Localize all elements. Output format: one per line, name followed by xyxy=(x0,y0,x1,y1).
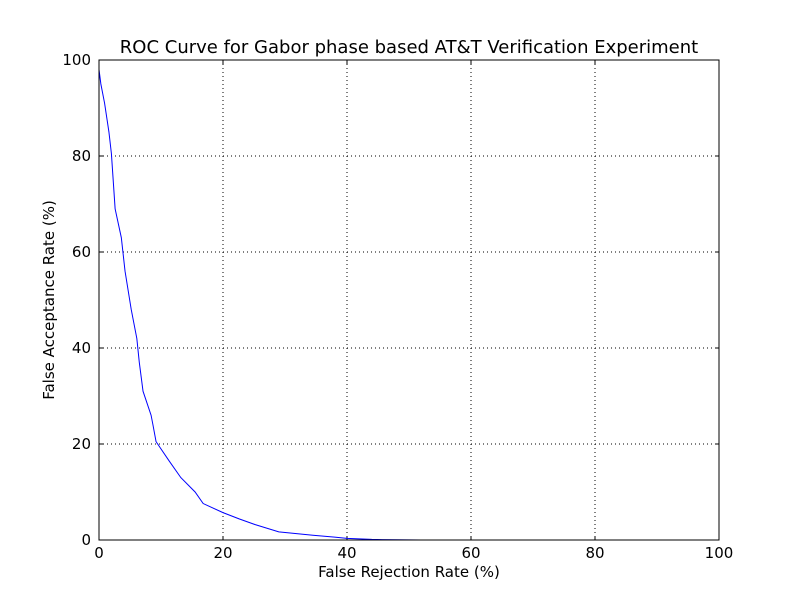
y-tick-label: 40 xyxy=(72,339,91,357)
plot-frame xyxy=(98,59,720,541)
roc-curve-line xyxy=(98,69,422,541)
y-tick-label: 20 xyxy=(72,435,91,453)
tick-labels: 0 20 40 60 80 100 0 20 40 60 80 100 xyxy=(62,51,733,562)
x-tick-label: 0 xyxy=(94,544,104,562)
y-tick-label: 80 xyxy=(72,147,91,165)
x-tick-label: 100 xyxy=(705,544,734,562)
x-axis-label: False Rejection Rate (%) xyxy=(318,563,500,581)
chart-title: ROC Curve for Gabor phase based AT&T Ver… xyxy=(120,37,698,58)
x-tick-label: 60 xyxy=(461,544,480,562)
grid-lines xyxy=(99,60,719,540)
y-axis-label: False Acceptance Rate (%) xyxy=(40,200,58,400)
x-tick-label: 80 xyxy=(585,544,604,562)
series-group xyxy=(98,69,422,541)
y-tick-label: 100 xyxy=(62,51,91,69)
x-tick-label: 40 xyxy=(337,544,356,562)
y-tick-label: 60 xyxy=(72,243,91,261)
y-tick-label: 0 xyxy=(81,531,91,549)
x-tick-label: 20 xyxy=(213,544,232,562)
